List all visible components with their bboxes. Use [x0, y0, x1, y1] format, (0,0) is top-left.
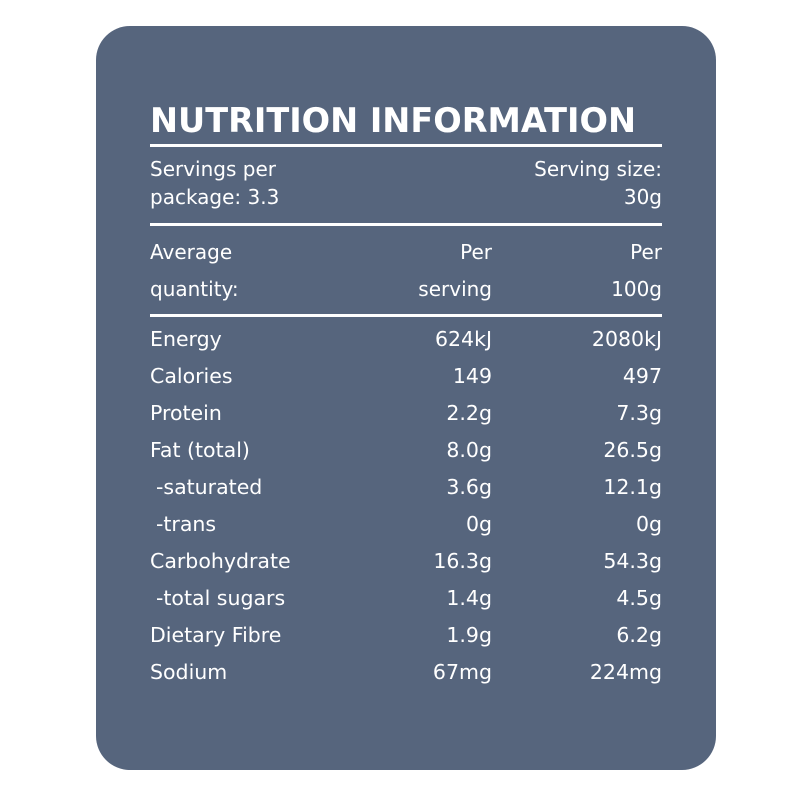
nutrient-row-energy: Energy 624kJ 2080kJ: [150, 321, 662, 358]
nutrient-name: -saturated: [156, 475, 263, 499]
servings-row: Servings per package: 3.3 Serving size: …: [150, 147, 662, 223]
nutrient-per-serving: 16.3g: [433, 549, 492, 573]
header-name-line2: quantity:: [150, 277, 239, 301]
header-average-quantity: Average quantity:: [150, 234, 362, 308]
title-divider: [150, 144, 662, 147]
serving-size-line2: 30g: [623, 185, 662, 209]
nutrient-row-dietary-fibre: Dietary Fibre 1.9g 6.2g: [150, 617, 662, 654]
nutrient-per-serving: 149: [452, 364, 492, 388]
nutrient-row-sodium: Sodium 67mg 224mg: [150, 654, 662, 691]
nutrient-row-calories: Calories 149 497: [150, 358, 662, 395]
nutrient-per-100g: 4.5g: [616, 586, 662, 610]
header-col-b-line2: 100g: [611, 277, 662, 301]
nutrient-per-100g: 224mg: [589, 660, 662, 684]
header-col-b-line1: Per: [630, 240, 662, 264]
nutrient-name: Carbohydrate: [150, 549, 291, 573]
nutrient-per-100g: 26.5g: [603, 438, 662, 462]
nutrient-row-saturated: -saturated 3.6g 12.1g: [150, 469, 662, 506]
header-per-100g: Per 100g: [492, 234, 662, 308]
nutrient-per-serving: 0g: [465, 512, 492, 536]
nutrient-name: Energy: [150, 327, 222, 351]
nutrient-name: Fat (total): [150, 438, 250, 462]
nutrient-row-protein: Protein 2.2g 7.3g: [150, 395, 662, 432]
nutrient-per-100g: 6.2g: [616, 623, 662, 647]
nutrient-name: Protein: [150, 401, 222, 425]
nutrient-per-100g: 0g: [635, 512, 662, 536]
nutrient-row-total-sugars: -total sugars 1.4g 4.5g: [150, 580, 662, 617]
nutrient-name: -total sugars: [156, 586, 286, 610]
nutrient-per-100g: 7.3g: [616, 401, 662, 425]
nutrient-rows: Energy 624kJ 2080kJ Calories 149 497 Pro…: [150, 317, 662, 691]
nutrient-name: Sodium: [150, 660, 228, 684]
label-title: NUTRITION INFORMATION: [150, 101, 636, 140]
header-col-a-line2: serving: [418, 277, 492, 301]
nutrient-row-trans: -trans 0g 0g: [150, 506, 662, 543]
serving-size-line1: Serving size:: [534, 157, 662, 181]
nutrient-name: Dietary Fibre: [150, 623, 282, 647]
nutrient-per-serving: 1.9g: [446, 623, 492, 647]
header-per-serving: Per serving: [362, 234, 492, 308]
header-col-a-line1: Per: [460, 240, 492, 264]
nutrient-row-carbohydrate: Carbohydrate 16.3g 54.3g: [150, 543, 662, 580]
nutrient-per-serving: 67mg: [432, 660, 492, 684]
header-divider: [150, 314, 662, 317]
nutrient-name: Calories: [150, 364, 233, 388]
nutrient-per-serving: 1.4g: [446, 586, 492, 610]
header-name-line1: Average: [150, 240, 233, 264]
servings-divider: [150, 223, 662, 226]
nutrient-per-100g: 54.3g: [603, 549, 662, 573]
nutrition-panel: [96, 26, 716, 770]
nutrient-per-serving: 2.2g: [446, 401, 492, 425]
nutrient-per-serving: 8.0g: [446, 438, 492, 462]
nutrient-per-100g: 2080kJ: [591, 327, 662, 351]
nutrient-row-fat-total: Fat (total) 8.0g 26.5g: [150, 432, 662, 469]
servings-per-package-line2: package: 3.3: [150, 185, 280, 209]
nutrient-name: -trans: [156, 512, 217, 536]
nutrient-per-100g: 497: [622, 364, 662, 388]
column-header-row: Average quantity: Per serving Per 100g: [150, 226, 662, 314]
nutrient-per-100g: 12.1g: [603, 475, 662, 499]
nutrition-label: NUTRITION INFORMATION Servings per packa…: [150, 98, 662, 691]
serving-size: Serving size: 30g: [534, 155, 662, 211]
nutrient-per-serving: 3.6g: [446, 475, 492, 499]
servings-per-package: Servings per package: 3.3: [150, 155, 279, 211]
servings-per-package-line1: Servings per: [150, 157, 276, 181]
nutrient-per-serving: 624kJ: [434, 327, 492, 351]
